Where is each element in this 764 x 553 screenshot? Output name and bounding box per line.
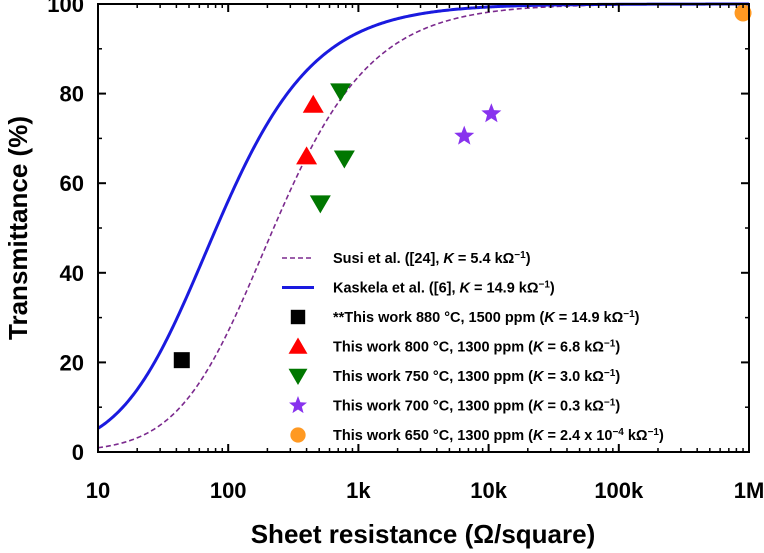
legend-marker-circle [290,427,306,443]
y-tick-label: 60 [60,171,84,196]
legend-label-part: Kaskela et al. ([6], [333,281,460,297]
axis-ticks [97,3,750,453]
legend-marker-triangle-up [288,337,308,354]
legend-label-part: = 14.9 kΩ [470,281,539,297]
legend-label-part: ) [615,340,620,356]
legend-label-part: = 14.9 kΩ [555,310,624,326]
y-tick-label: 80 [60,82,84,107]
legend-label-part: −1 [648,427,660,438]
legend: Susi et al. ([24], K = 5.4 kΩ−1)Kaskela … [282,250,664,445]
legend-label-part: Susi et al. ([24], [333,251,443,267]
legend-label-part: ) [526,251,531,267]
legend-marker-triangle-down [288,368,308,385]
legend-label: This work 800 °C, 1300 ppm (K = 6.8 kΩ−1… [333,338,620,356]
legend-label-part: = 0.3 kΩ [544,399,605,415]
legend-label-part: −1 [514,250,526,261]
x-tick-label: 1M [734,478,764,503]
legend-label-part: This work 650 °C, 1300 ppm ( [333,428,533,444]
legend-label-part: −1 [604,397,616,408]
legend-label-part: ) [635,310,640,326]
data-point-star [454,125,475,145]
legend-label-part: = 5.4 kΩ [454,251,515,267]
legend-label: This work 650 °C, 1300 ppm (K = 2.4 x 10… [333,427,664,445]
legend-label-part: This work 750 °C, 1300 ppm ( [333,369,533,385]
legend-label-part: ) [615,399,620,415]
legend-label-part: −1 [538,279,550,290]
legend-label-part: = 6.8 kΩ [544,340,605,356]
legend-label-part: K [544,310,556,326]
legend-label-part: K [533,340,545,356]
y-tick-label: 100 [47,0,84,17]
y-tick-label: 40 [60,261,84,286]
y-tick-labels: 0 20 40 60 80 100 [47,0,84,465]
legend-label-part: **This work 880 °C, 1500 ppm ( [333,310,544,326]
legend-label-part: K [533,428,545,444]
x-tick-label: 10k [470,478,507,503]
data-point-triangle-up [296,146,318,165]
x-tick-label: 10 [86,478,110,503]
legend-label-part: ) [659,428,664,444]
legend-label-part: −1 [604,368,616,379]
data-point-triangle-down [309,195,331,214]
x-axis-title: Sheet resistance (Ω/square) [251,519,596,549]
legend-marker-square [290,309,306,325]
data-point-triangle-down [333,150,355,169]
legend-label: **This work 880 °C, 1500 ppm (K = 14.9 k… [333,309,640,327]
y-tick-label: 0 [72,440,84,465]
y-axis-title: Transmittance (%) [3,116,33,340]
legend-label-part: K [443,251,455,267]
x-tick-label: 100 [210,478,247,503]
legend-label-part: K [533,369,545,385]
data-point-star [481,103,502,123]
curve-kaskela [97,2,749,430]
legend-label-part: This work 800 °C, 1300 ppm ( [333,340,533,356]
x-tick-label: 100k [594,478,644,503]
data-point-square [173,352,190,369]
legend-label-part: kΩ [624,428,648,444]
x-tick-labels: 10 100 1k 10k 100k 1M [86,478,764,503]
legend-label-part: ) [615,369,620,385]
data-point-triangle-down [330,83,352,102]
legend-label-part: −1 [604,338,616,349]
data-point-triangle-up [302,94,324,113]
x-tick-label: 1k [346,478,371,503]
legend-label-part: K [533,399,545,415]
legend-label: This work 750 °C, 1300 ppm (K = 3.0 kΩ−1… [333,368,620,386]
legend-label-part: = 3.0 kΩ [544,369,605,385]
legend-label: Kaskela et al. ([6], K = 14.9 kΩ−1) [333,279,555,297]
legend-label-part: −1 [623,309,635,320]
legend-label: This work 700 °C, 1300 ppm (K = 0.3 kΩ−1… [333,397,620,415]
legend-label-part: This work 700 °C, 1300 ppm ( [333,399,533,415]
legend-label: Susi et al. ([24], K = 5.4 kΩ−1) [333,250,531,268]
legend-marker-star [289,396,307,414]
legend-label-part: = 2.4 x 10 [544,428,613,444]
y-tick-label: 20 [60,350,84,375]
data-point-circle [734,4,752,22]
legend-label-part: ) [550,281,555,297]
legend-label-part: −4 [612,427,624,438]
legend-label-part: K [460,281,472,297]
